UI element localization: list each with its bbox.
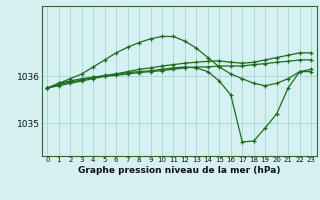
X-axis label: Graphe pression niveau de la mer (hPa): Graphe pression niveau de la mer (hPa) [78,166,280,175]
